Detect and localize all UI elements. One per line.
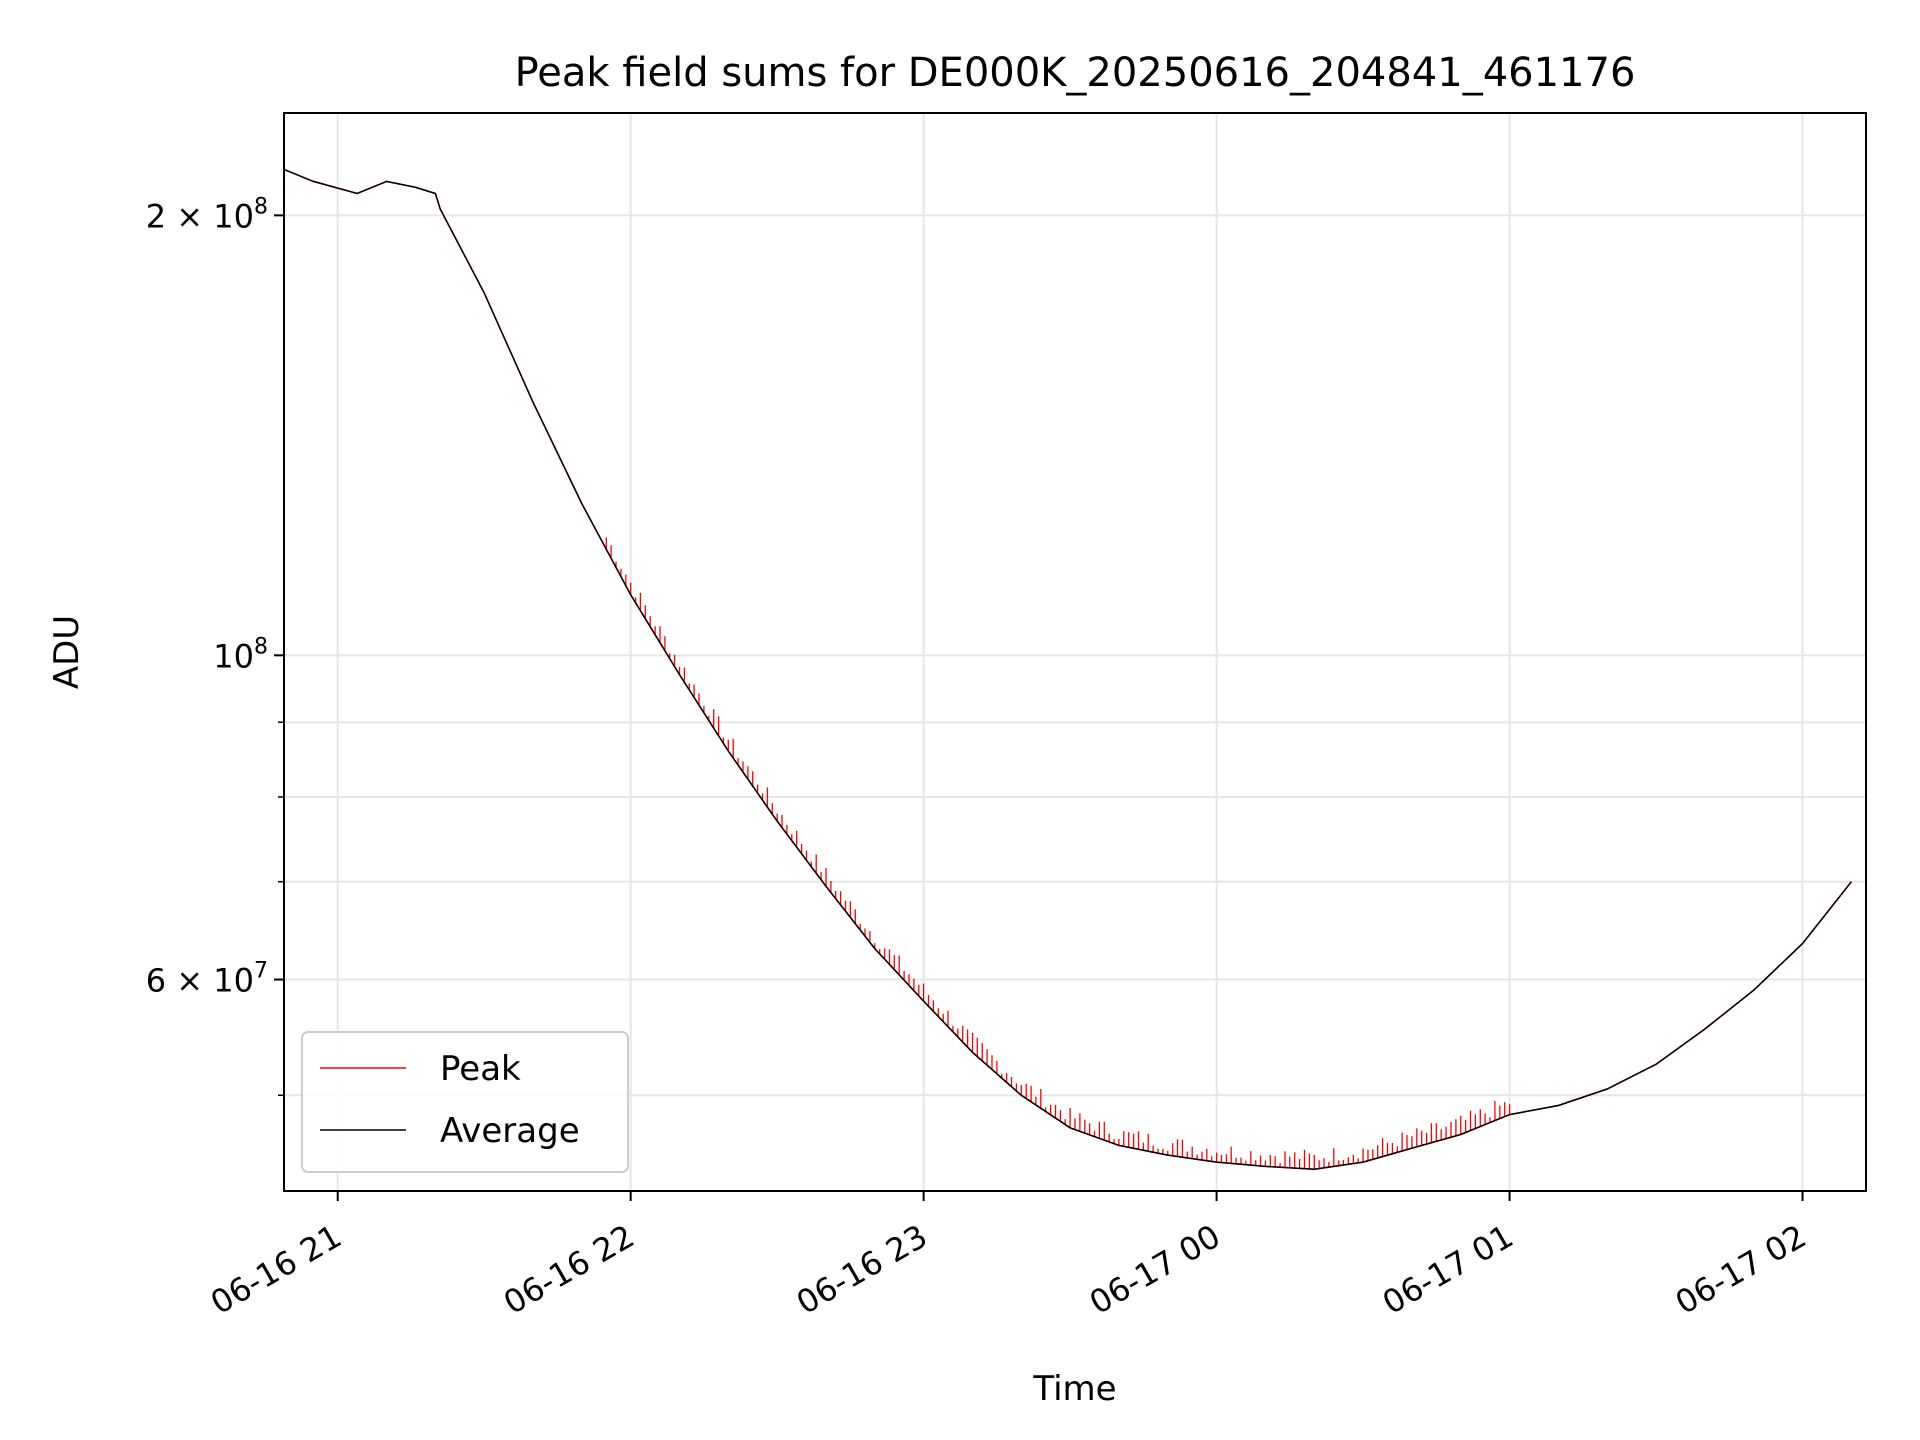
legend: Peak Average — [301, 1031, 629, 1173]
legend-label-peak: Peak — [440, 1049, 521, 1089]
legend-label-average: Average — [440, 1111, 580, 1151]
plot-series — [284, 168, 1852, 1170]
plot-frame — [283, 112, 1867, 1192]
grid-lines — [284, 113, 1866, 1191]
series-average-line — [284, 168, 1852, 1170]
y-axis-label: ADU — [47, 615, 87, 689]
x-axis-label: Time — [1032, 1369, 1116, 1409]
chart-title: Peak field sums for DE000K_20250616_2048… — [515, 50, 1636, 96]
y-tick-label: 6 × 107 — [146, 959, 268, 1000]
y-tick-label: 2 × 108 — [146, 194, 268, 235]
series-peak-spikes — [605, 537, 1511, 1170]
y-tick-label: 108 — [213, 634, 268, 675]
legend-box — [301, 1031, 629, 1173]
y-axis-ticks: 2 × 108 108 6 × 107 — [146, 194, 284, 1097]
